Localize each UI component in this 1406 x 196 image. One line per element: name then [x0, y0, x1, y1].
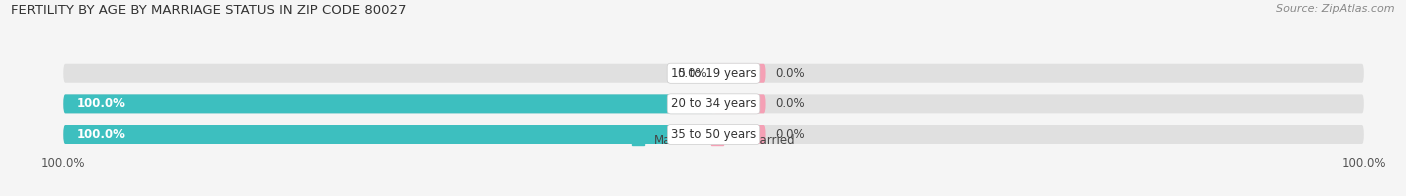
- Text: 20 to 34 years: 20 to 34 years: [671, 97, 756, 110]
- Text: 0.0%: 0.0%: [678, 67, 707, 80]
- Text: 0.0%: 0.0%: [775, 67, 806, 80]
- Text: 100.0%: 100.0%: [76, 128, 125, 141]
- Text: 35 to 50 years: 35 to 50 years: [671, 128, 756, 141]
- FancyBboxPatch shape: [713, 125, 765, 144]
- Text: 0.0%: 0.0%: [775, 97, 806, 110]
- Text: 15 to 19 years: 15 to 19 years: [671, 67, 756, 80]
- FancyBboxPatch shape: [713, 64, 765, 83]
- FancyBboxPatch shape: [63, 94, 1364, 113]
- Text: 100.0%: 100.0%: [76, 97, 125, 110]
- Legend: Married, Unmarried: Married, Unmarried: [627, 129, 800, 152]
- Text: Source: ZipAtlas.com: Source: ZipAtlas.com: [1277, 4, 1395, 14]
- Text: FERTILITY BY AGE BY MARRIAGE STATUS IN ZIP CODE 80027: FERTILITY BY AGE BY MARRIAGE STATUS IN Z…: [11, 4, 406, 17]
- FancyBboxPatch shape: [63, 125, 1364, 144]
- FancyBboxPatch shape: [63, 125, 713, 144]
- FancyBboxPatch shape: [63, 94, 713, 113]
- Text: 0.0%: 0.0%: [775, 128, 806, 141]
- FancyBboxPatch shape: [713, 94, 765, 113]
- FancyBboxPatch shape: [63, 64, 1364, 83]
